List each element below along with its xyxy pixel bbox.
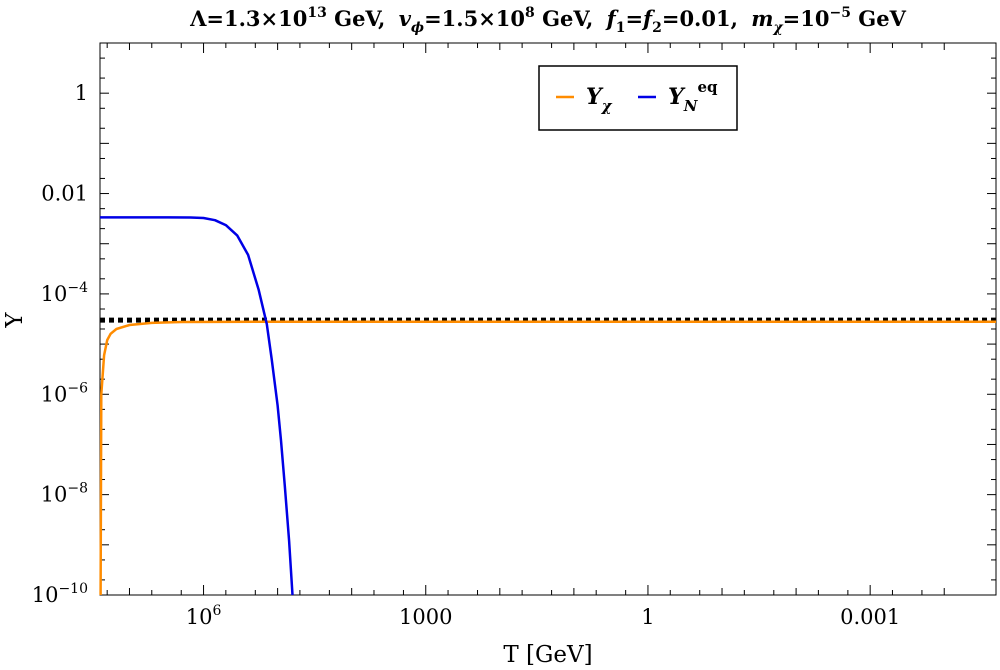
y-axis-title: Y xyxy=(2,312,28,329)
series-line-y-n-eq xyxy=(100,216,294,596)
x-tick-label: 1000 xyxy=(399,605,452,629)
x-tick-label: 1 xyxy=(641,605,654,629)
x-axis-title: T [GeV] xyxy=(503,642,592,668)
chart-title: Λ=1.3×1013 GeV, vϕ=1.5×108 GeV, f1=f2=0.… xyxy=(189,5,906,36)
y-tick-label: 10−8 xyxy=(41,481,88,507)
y-tick-label: 0.01 xyxy=(41,182,88,206)
legend: Yχ YNeq xyxy=(538,65,738,131)
series-layer xyxy=(99,216,996,596)
legend-label-y-n-eq: YNeq xyxy=(668,78,718,115)
legend-label-y-chi: Yχ xyxy=(586,84,613,115)
y-tick-label: 1 xyxy=(75,81,88,105)
y-tick-label: 10−4 xyxy=(41,280,88,306)
series-line-y-chi xyxy=(99,320,996,596)
y-tick-label: 10−6 xyxy=(41,380,88,406)
y-tick-label: 10−10 xyxy=(32,581,88,607)
ticks-layer: 106 1000 1 0.001 1 0.01 10−4 10−6 10−8 10−10 xyxy=(32,42,996,629)
x-tick-label: 0.001 xyxy=(840,605,900,629)
x-tick-label: 106 xyxy=(186,603,222,629)
